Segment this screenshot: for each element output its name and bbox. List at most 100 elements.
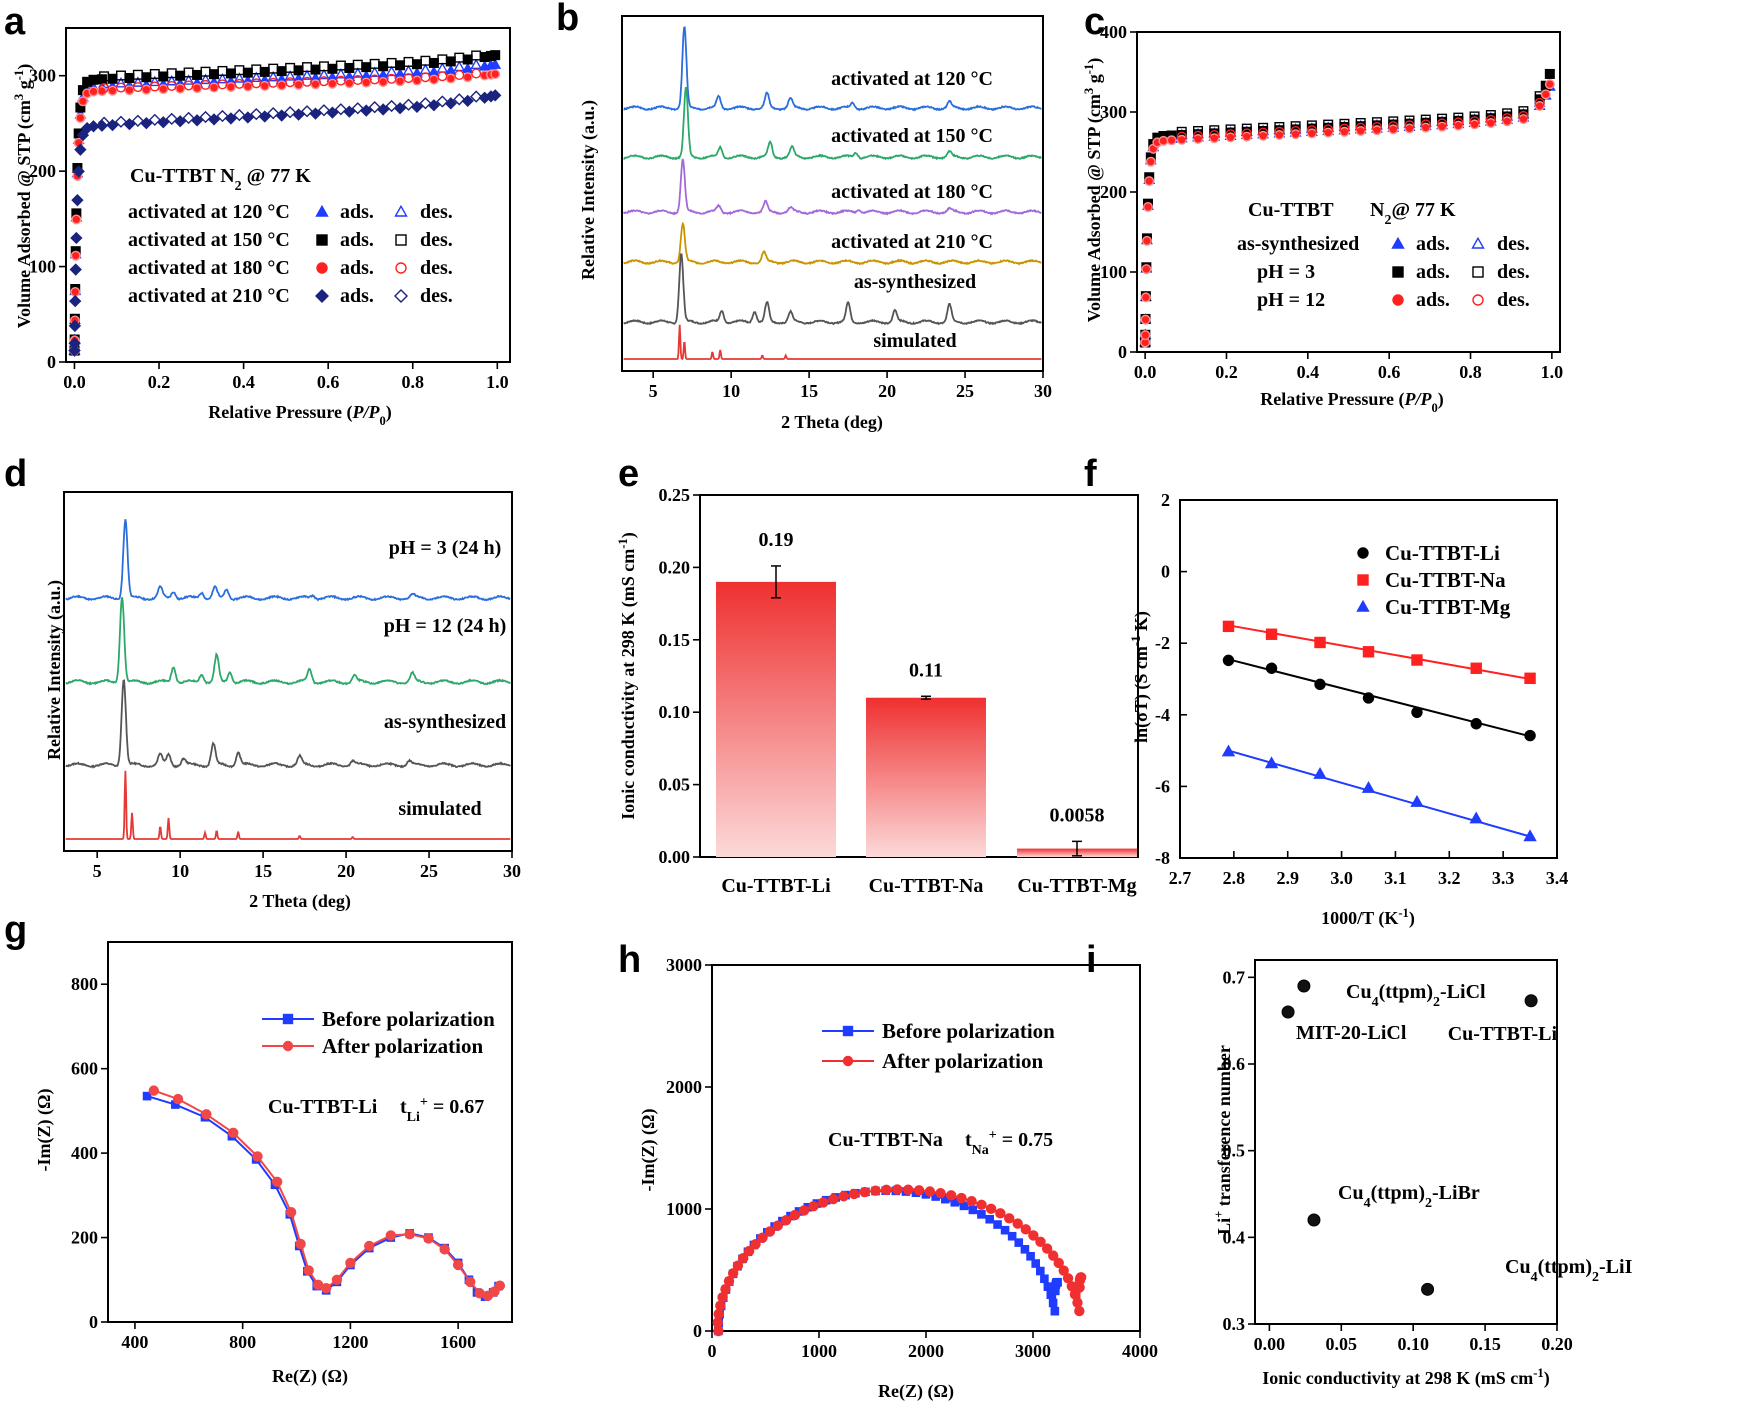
label-part: -1: [616, 538, 630, 549]
data-point: [1020, 1224, 1031, 1235]
data-point: [217, 79, 228, 90]
data-point: [494, 1280, 506, 1291]
x-axis-label: Relative Pressure (P/P0): [208, 402, 392, 428]
data-point: [148, 75, 161, 87]
legend-des: des.: [420, 229, 453, 251]
x-tick-label: 0.05: [1326, 1334, 1358, 1354]
legend-label: After polarization: [882, 1049, 1043, 1073]
data-point: [201, 1109, 212, 1120]
data-point: [386, 73, 397, 84]
legend-label: After polarization: [322, 1034, 483, 1058]
data-point: [283, 106, 297, 119]
x-tick-label: 1200: [332, 1332, 368, 1352]
data-point: [1274, 126, 1285, 137]
data-point: [1036, 1266, 1045, 1276]
data-point: [437, 71, 448, 82]
label-part: -LiCl: [1440, 981, 1486, 1003]
data-point: [428, 57, 439, 68]
data-point: [88, 74, 99, 85]
data-point: [386, 57, 397, 68]
xrd-curve: [65, 679, 511, 769]
data-point: [172, 1093, 184, 1105]
data-point: [351, 67, 364, 78]
data-point: [489, 89, 502, 102]
data-point: [182, 111, 195, 125]
data-point: [1314, 636, 1326, 649]
y-axis-label: Volume Adsorbed @ STP (cm3 g-1): [12, 64, 35, 328]
data-point: [1225, 132, 1236, 143]
legend-marker: [1472, 266, 1484, 278]
data-point: [1469, 116, 1480, 127]
data-point: [1313, 767, 1327, 779]
value-label: 0.19: [759, 529, 794, 551]
data-point: [251, 64, 262, 75]
legend-ads: ads.: [340, 201, 374, 223]
legend-ads: ads.: [1416, 289, 1450, 311]
label-part: Cu: [1338, 1182, 1364, 1204]
data-point: [252, 1151, 263, 1162]
data-point: [1290, 129, 1301, 140]
data-point: [420, 72, 431, 83]
data-point: [115, 76, 127, 88]
plot-frame: [63, 491, 513, 852]
panel-a: 0.0 0.2 0.4 0.6 0.8 1.0 0 100 200 300 Relative Pre…: [12, 27, 511, 428]
data-point: [301, 69, 313, 80]
label-part: -1: [1082, 64, 1096, 75]
y-tick-label: 0.00: [659, 847, 691, 867]
data-point: [149, 68, 160, 79]
series-label: simulated: [398, 798, 481, 820]
data-point: [1485, 114, 1496, 125]
y-tick-label: 0: [47, 352, 56, 372]
data-point: [208, 82, 219, 93]
data-point: [351, 102, 364, 115]
x-tick-label: 0.6: [1378, 362, 1401, 382]
data-point: [403, 56, 414, 67]
data-point: [1193, 130, 1204, 141]
data-point: [1314, 678, 1326, 691]
x-tick-label: 400: [121, 1332, 148, 1352]
data-point: [1176, 134, 1187, 145]
legend-marker: [315, 204, 329, 217]
data-point: [490, 69, 501, 80]
x-tick-label: 25: [956, 381, 974, 401]
data-point: [378, 61, 389, 72]
data-point: [1323, 127, 1334, 138]
data-point: [838, 1191, 849, 1202]
y-axis-label: Relative Intensity (a.u.): [578, 100, 599, 280]
data-point: [403, 73, 414, 84]
data-point: [378, 76, 389, 87]
legend-marker: [842, 1025, 854, 1037]
data-point: [344, 62, 355, 73]
x-tick-label: 20: [337, 861, 355, 881]
data-point: [107, 73, 118, 84]
data-point: [436, 62, 449, 73]
y-tick-label: 0.10: [659, 702, 691, 722]
data-point: [200, 79, 211, 90]
data-point: [1075, 1272, 1087, 1283]
label-part: N: [1370, 199, 1385, 221]
y-tick-label: 0.25: [659, 485, 691, 505]
data-point: [1404, 123, 1415, 134]
data-point: [132, 69, 143, 80]
data-point: [217, 65, 228, 76]
plot-frame: [1179, 499, 1558, 859]
data-point: [828, 1193, 839, 1205]
label-part: Volume Adsorbed @ STP (cm: [1084, 94, 1105, 322]
label-part: g: [14, 80, 34, 94]
label-part: Relative Pressure (: [208, 402, 352, 423]
panel-c: 0.0 0.2 0.4 0.6 0.8 1.0 0 100 200 300 400 Relative …: [1082, 22, 1563, 415]
label-part: ): [14, 64, 35, 70]
data-point: [1074, 1305, 1085, 1317]
data-point: [318, 61, 329, 72]
data-point: [727, 1268, 739, 1279]
panel-label: a: [4, 1, 26, 43]
data-point: [445, 56, 456, 67]
data-point: [1437, 121, 1448, 132]
data-point: [924, 1186, 936, 1197]
x-axis-label: 2 Theta (deg): [781, 412, 883, 433]
point-label: Cu4(ttpm)2-LiI: [1505, 1256, 1633, 1285]
data-point: [985, 1214, 994, 1224]
xrd-curve: [623, 221, 1042, 266]
data-point: [228, 1127, 239, 1139]
data-point: [1534, 101, 1545, 112]
